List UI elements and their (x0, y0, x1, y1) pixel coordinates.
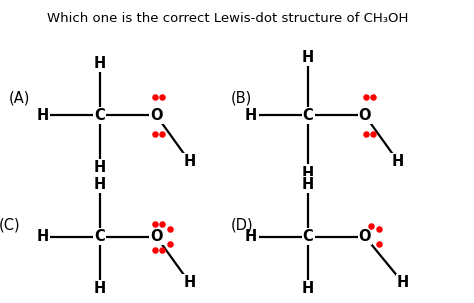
Text: C: C (303, 229, 313, 244)
Text: H: H (93, 160, 106, 175)
Point (158, 221, 166, 226)
Text: O: O (359, 108, 371, 123)
Point (152, 132, 159, 137)
Point (362, 132, 370, 137)
Point (158, 94, 166, 99)
Text: H: H (245, 229, 257, 244)
Text: H: H (302, 281, 314, 296)
Text: O: O (359, 229, 371, 244)
Text: H: H (245, 108, 257, 123)
Point (152, 94, 159, 99)
Text: H: H (302, 166, 314, 181)
Point (375, 241, 383, 246)
Text: H: H (93, 56, 106, 71)
Text: (C): (C) (0, 218, 20, 233)
Point (362, 94, 370, 99)
Point (166, 227, 173, 232)
Point (152, 221, 159, 226)
Point (152, 247, 159, 252)
Point (158, 247, 166, 252)
Text: (D): (D) (230, 218, 253, 233)
Text: C: C (94, 108, 105, 123)
Text: O: O (150, 229, 163, 244)
Point (369, 94, 376, 99)
Text: H: H (183, 275, 196, 290)
Text: H: H (93, 281, 106, 296)
Text: H: H (302, 50, 314, 65)
Text: H: H (36, 229, 49, 244)
Point (166, 241, 173, 246)
Text: C: C (303, 108, 313, 123)
Point (375, 227, 383, 232)
Text: H: H (183, 154, 196, 169)
Text: H: H (302, 177, 314, 192)
Point (158, 132, 166, 137)
Text: C: C (94, 229, 105, 244)
Point (369, 132, 376, 137)
Text: O: O (150, 108, 163, 123)
Text: H: H (397, 275, 409, 290)
Text: (A): (A) (8, 91, 30, 106)
Text: H: H (93, 177, 106, 192)
Point (367, 223, 375, 228)
Text: (B): (B) (231, 91, 252, 106)
Text: H: H (36, 108, 49, 123)
Text: H: H (392, 154, 404, 169)
Text: Which one is the correct Lewis-dot structure of CH₃OH: Which one is the correct Lewis-dot struc… (47, 12, 408, 25)
